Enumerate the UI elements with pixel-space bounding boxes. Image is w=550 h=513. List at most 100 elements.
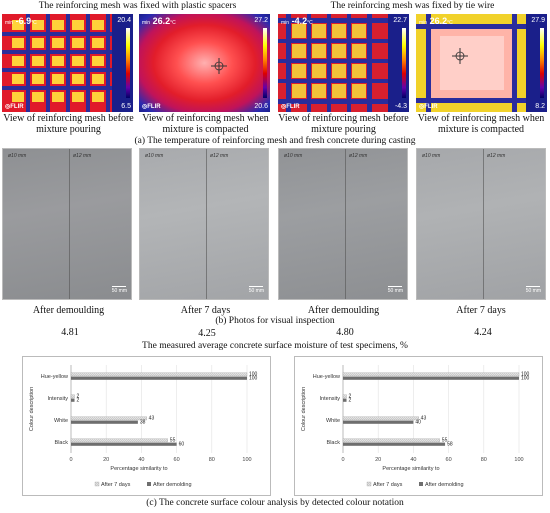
- caption-a: (a) The temperature of reinforcing mesh …: [134, 136, 416, 146]
- category-label: Intensity: [320, 396, 341, 402]
- scale-max: 27.9: [531, 17, 545, 24]
- bar: [70, 438, 168, 443]
- bar: [70, 394, 75, 399]
- category-label: Black: [327, 440, 341, 446]
- scale-max: 20.4: [117, 17, 131, 24]
- data-label: 2: [77, 397, 80, 403]
- scale-max: 22.7: [393, 17, 407, 24]
- scale-bar: 50 mm: [248, 286, 264, 294]
- label-plastic-spacers: The reinforcing mesh was fixed with plas…: [38, 1, 237, 11]
- bar: [342, 372, 520, 377]
- temperature-scale-bar: [540, 28, 544, 98]
- moisture-value-4: 4.24: [474, 327, 492, 338]
- legend-label: After demolding: [425, 482, 464, 488]
- data-label: 60: [179, 441, 185, 447]
- temperature-scale-bar: [263, 28, 267, 98]
- category-label: Hue-yellow: [313, 374, 340, 380]
- data-label: 100: [521, 372, 530, 378]
- scale-bar: 50 mm: [525, 286, 541, 294]
- y-axis-title: Colour description: [301, 387, 307, 431]
- bar: [70, 416, 147, 421]
- legend-label: After 7 days: [373, 482, 403, 488]
- x-tick-label: 40: [410, 457, 416, 463]
- bar: [342, 394, 347, 399]
- concrete-photo-3: ø10 mm ø12 mm 50 mm: [278, 148, 408, 300]
- photo-caption-1: After demoulding: [32, 305, 105, 316]
- flir-logo: ◎FLIR: [281, 104, 300, 110]
- x-tick-label: 100: [514, 457, 523, 463]
- x-tick-label: 0: [341, 457, 344, 463]
- data-label: 40: [415, 419, 421, 425]
- bar: [71, 420, 138, 424]
- x-tick-label: 0: [69, 457, 72, 463]
- x-tick-label: 80: [481, 457, 487, 463]
- label-tie-wire: The reinforcing mesh was fixed by tie wi…: [330, 1, 495, 11]
- thermal-caption-4: View of reinforcing mesh when mixture is…: [417, 113, 545, 135]
- thermal-temp-readout: min 26.2°C: [419, 16, 453, 26]
- bar: [342, 438, 440, 443]
- thermal-temp-readout: min -6.9°C: [5, 16, 37, 26]
- legend-swatch: [94, 481, 100, 487]
- data-label: 43: [149, 416, 155, 422]
- bar: [343, 442, 446, 446]
- thermal-temp-readout: min -4.2°C: [281, 16, 313, 26]
- bar: [71, 398, 75, 402]
- concrete-photo-2: ø10 mm ø12 mm 50 mm: [139, 148, 269, 300]
- category-label: White: [326, 418, 340, 424]
- caption-c: (c) The concrete surface colour analysis…: [146, 498, 404, 508]
- thermal-image-2: min 26.2°C 27.2 20.6 ◎FLIR: [139, 14, 270, 112]
- data-label: 38: [140, 419, 146, 425]
- x-tick-label: 60: [446, 457, 452, 463]
- x-tick-label: 20: [375, 457, 381, 463]
- scale-bar: 50 mm: [111, 286, 127, 294]
- x-axis-title: Percentage similarity to: [110, 466, 167, 472]
- scale-min: -4.3: [394, 103, 407, 110]
- moisture-value-1: 4.81: [61, 327, 79, 338]
- bar: [70, 372, 248, 377]
- x-axis-title: Percentage similarity to: [382, 466, 439, 472]
- legend-swatch: [147, 482, 151, 486]
- data-label: 2: [77, 394, 80, 400]
- data-label: 58: [447, 441, 453, 447]
- bar: [343, 398, 347, 402]
- concrete-photo-4: ø10 mm ø12 mm 50 mm: [416, 148, 546, 300]
- data-label: 2: [349, 397, 352, 403]
- legend-label: After demolding: [153, 482, 192, 488]
- colour-chart-right: 0 20 40 60 80 100 Hue-yellow 100 100 Intensity 2 2 W…: [294, 356, 543, 496]
- scale-min: 8.2: [535, 103, 545, 110]
- data-label: 43: [421, 416, 427, 422]
- category-label: Hue-yellow: [41, 374, 68, 380]
- x-tick-label: 80: [209, 457, 215, 463]
- thermal-temp-readout: min 26.2°C: [142, 16, 176, 26]
- caption-b: (b) Photos for visual inspection: [215, 316, 335, 326]
- data-label: 100: [249, 372, 258, 378]
- temperature-scale-bar: [126, 28, 130, 98]
- bar: [343, 420, 414, 424]
- thermal-caption-3: View of reinforcing mesh before mixture …: [278, 113, 409, 135]
- moisture-value-2: 4.25: [198, 328, 216, 339]
- bar: [342, 416, 419, 421]
- x-tick-label: 40: [138, 457, 144, 463]
- x-tick-label: 100: [242, 457, 251, 463]
- legend-swatch: [366, 481, 372, 487]
- data-label: 2: [349, 394, 352, 400]
- scale-min: 6.5: [121, 103, 131, 110]
- photo-caption-4: After 7 days: [456, 305, 506, 316]
- temperature-scale-bar: [402, 28, 406, 98]
- data-label: 100: [521, 375, 530, 381]
- scale-min: 20.6: [254, 103, 268, 110]
- bar: [71, 442, 177, 446]
- flir-logo: ◎FLIR: [5, 104, 24, 110]
- moisture-value-3: 4.80: [336, 327, 354, 338]
- data-label: 55: [170, 438, 176, 444]
- y-axis-title: Colour description: [29, 387, 35, 431]
- thermal-caption-1: View of reinforcing mesh before mixture …: [3, 113, 134, 135]
- thermal-image-1: min -6.9°C 20.4 6.5 ◎FLIR: [2, 14, 133, 112]
- scale-max: 27.2: [254, 17, 268, 24]
- flir-logo: ◎FLIR: [419, 104, 438, 110]
- bar: [71, 376, 247, 380]
- category-label: Black: [55, 440, 69, 446]
- colour-chart-left: 0 20 40 60 80 100 Hue-yellow 100 100 Intensity 2 2 W…: [22, 356, 271, 496]
